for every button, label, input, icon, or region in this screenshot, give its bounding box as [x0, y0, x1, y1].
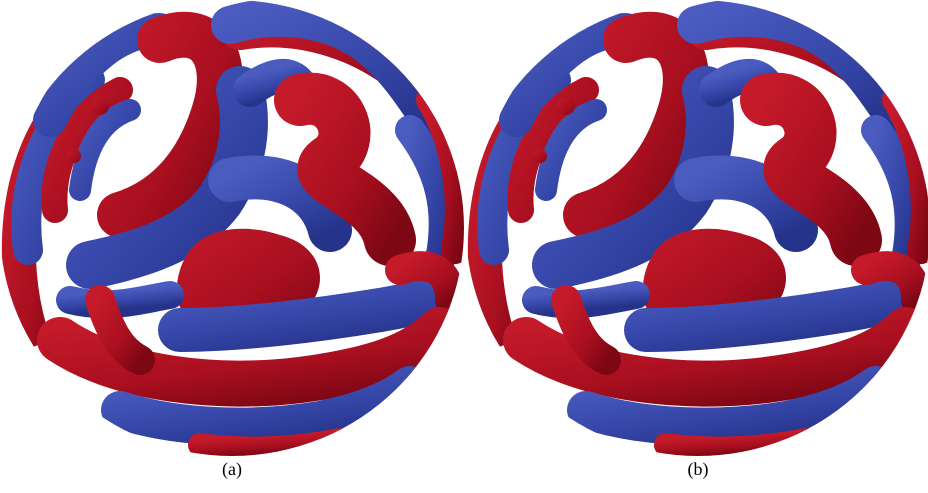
caption: (b) — [688, 459, 709, 480]
rendering — [485, 18, 925, 449]
panel-a: (a) — [19, 18, 459, 480]
caption: (a) — [222, 459, 242, 480]
rendering — [19, 18, 459, 449]
panel-b: (b) — [485, 18, 925, 480]
figure: (a) (b) — [0, 0, 928, 493]
